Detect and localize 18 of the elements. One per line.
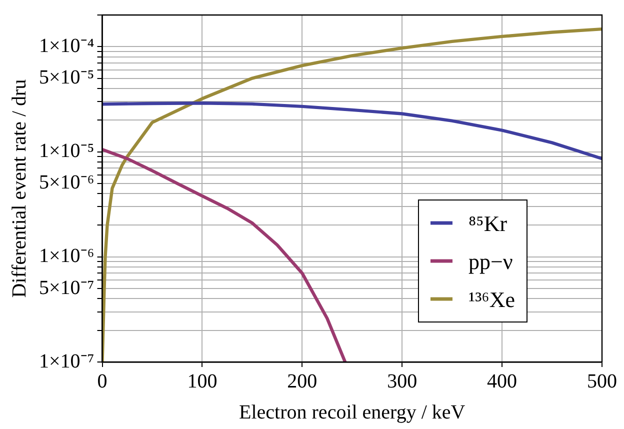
x-axis-title: Electron recoil energy / keV [239,401,466,424]
x-tick-label: 500 [587,370,617,392]
x-tick-label: 100 [187,370,218,392]
legend-label: pp−ν [468,248,513,274]
y-tick-label: 5×10⁻⁶ [38,172,94,194]
x-tick-label: 300 [387,370,418,392]
x-tick-label: 400 [487,370,518,392]
y-tick-label: 1×10⁻⁴ [38,34,94,57]
x-tick-label: 200 [287,370,318,392]
y-tick-label: 1×10⁻⁵ [38,140,94,162]
legend-label: ¹³⁶Xe [468,286,515,312]
y-axis-title: Differential event rate / dru [8,79,30,298]
legend-label: ⁸⁵Kr [468,210,508,236]
x-tick-label: 0 [97,370,108,392]
y-tick-label: 5×10⁻⁵ [38,66,94,89]
y-tick-label: 5×10⁻⁷ [38,276,94,299]
y-tick-label: 1×10⁻⁷ [38,350,94,372]
y-tick-label: 1×10⁻⁶ [38,245,94,268]
